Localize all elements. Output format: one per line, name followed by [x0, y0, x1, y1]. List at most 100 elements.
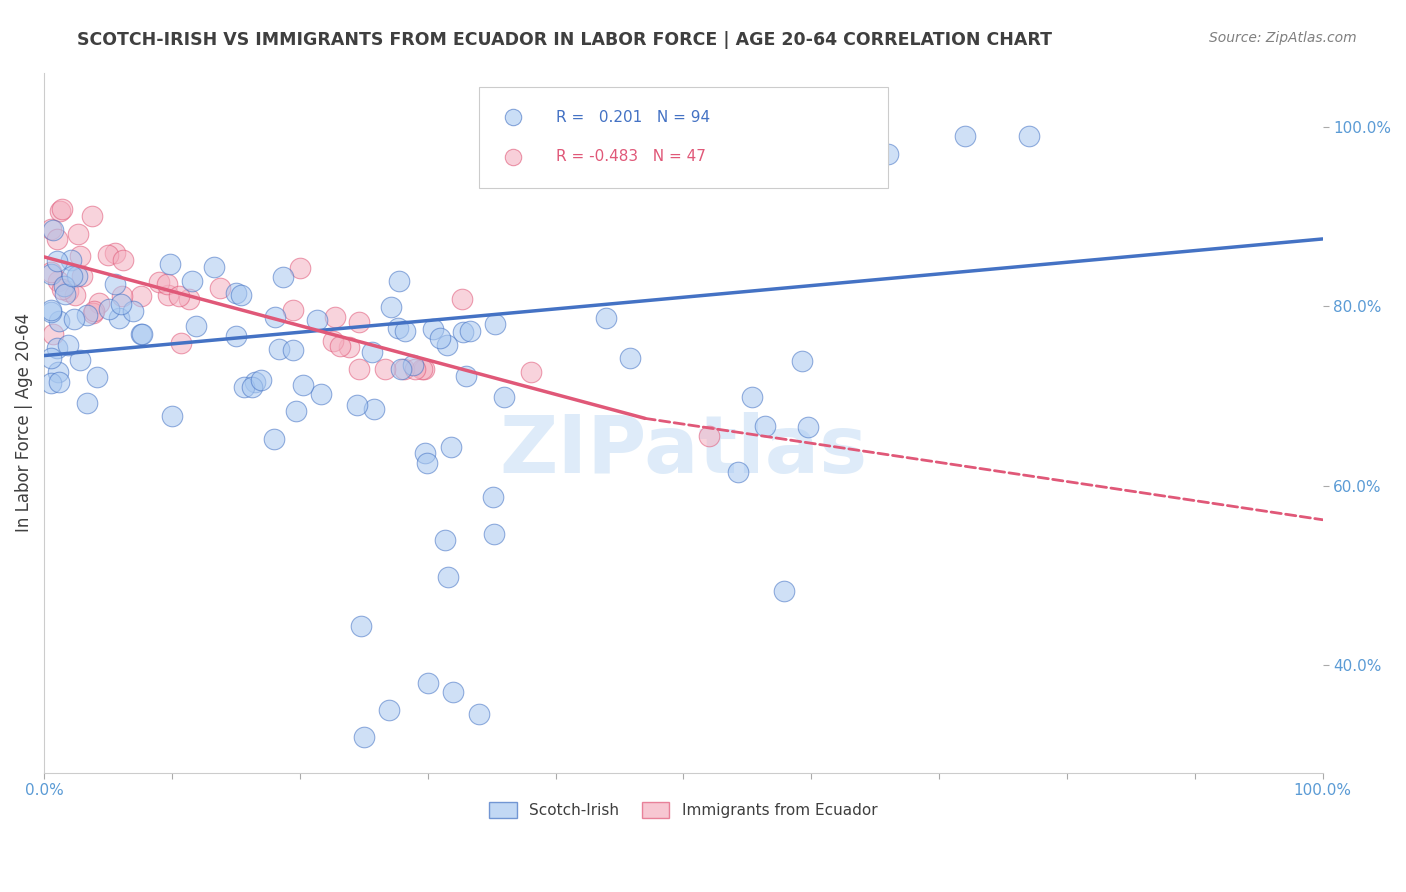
Point — [404, 362, 426, 376]
Point — [429, 331, 451, 345]
Point — [347, 362, 370, 376]
Point — [267, 342, 290, 356]
Point — [160, 409, 183, 423]
Point — [323, 310, 346, 324]
Point — [281, 303, 304, 318]
Point — [273, 270, 295, 285]
Point — [202, 260, 225, 275]
Point — [156, 288, 179, 302]
Point — [76, 396, 98, 410]
Point — [482, 490, 505, 504]
Point — [415, 457, 437, 471]
Point — [329, 338, 352, 352]
Point — [39, 305, 62, 319]
Point — [110, 297, 132, 311]
Point — [363, 402, 385, 417]
Point — [797, 419, 820, 434]
Text: SCOTCH-IRISH VS IMMIGRANTS FROM ECUADOR IN LABOR FORCE | AGE 20-64 CORRELATION C: SCOTCH-IRISH VS IMMIGRANTS FROM ECUADOR … — [77, 31, 1052, 49]
Y-axis label: In Labor Force | Age 20-64: In Labor Force | Age 20-64 — [15, 313, 32, 533]
Point — [288, 260, 311, 275]
Point — [76, 308, 98, 322]
Point — [104, 246, 127, 260]
Point — [723, 128, 745, 143]
Point — [453, 325, 475, 339]
Point — [156, 277, 179, 291]
Point — [48, 204, 70, 219]
Point — [347, 315, 370, 329]
Point — [413, 446, 436, 460]
Point — [46, 253, 69, 268]
Point — [53, 287, 76, 301]
Point — [46, 341, 69, 355]
Point — [56, 338, 79, 352]
Point — [225, 329, 247, 343]
Point — [170, 336, 193, 351]
Point — [468, 707, 491, 722]
Point — [129, 326, 152, 341]
Point — [51, 202, 73, 216]
Point — [39, 221, 62, 235]
Point — [111, 288, 134, 302]
Point — [48, 375, 70, 389]
Point — [727, 465, 749, 479]
Point — [292, 378, 315, 392]
Point — [380, 300, 402, 314]
Point — [209, 281, 232, 295]
Point — [790, 354, 813, 368]
Point — [484, 317, 506, 331]
Text: R = -0.483   N = 47: R = -0.483 N = 47 — [555, 150, 706, 164]
Point — [374, 362, 396, 376]
Point — [159, 257, 181, 271]
Point — [322, 334, 344, 348]
Point — [48, 314, 70, 328]
Point — [353, 730, 375, 744]
Point — [225, 285, 247, 300]
Point — [112, 252, 135, 267]
Point — [402, 358, 425, 372]
Point — [309, 386, 332, 401]
Point — [98, 301, 121, 316]
Point — [502, 227, 524, 242]
Point — [411, 362, 433, 376]
Point — [482, 526, 505, 541]
Point — [263, 432, 285, 446]
Point — [39, 265, 62, 279]
Point — [107, 310, 129, 325]
Point — [494, 391, 516, 405]
Point — [387, 321, 409, 335]
Point — [454, 368, 477, 383]
Point — [437, 570, 460, 584]
Point — [436, 338, 458, 352]
Point — [502, 177, 524, 191]
Point — [243, 375, 266, 389]
Point — [520, 365, 543, 379]
Text: R =   0.201   N = 94: R = 0.201 N = 94 — [555, 110, 710, 125]
Point — [754, 419, 776, 434]
Point — [451, 292, 474, 306]
Point — [250, 373, 273, 387]
Point — [46, 274, 69, 288]
Point — [53, 279, 76, 293]
Point — [877, 146, 900, 161]
Point — [41, 376, 63, 391]
Point — [122, 304, 145, 318]
Text: ZIPatlas: ZIPatlas — [499, 412, 868, 490]
Point — [233, 380, 256, 394]
Point — [672, 128, 695, 143]
Text: Source: ZipAtlas.com: Source: ZipAtlas.com — [1209, 31, 1357, 45]
Point — [741, 390, 763, 404]
Point — [60, 253, 83, 268]
Point — [1018, 128, 1040, 143]
Point — [360, 345, 382, 359]
Point — [181, 275, 204, 289]
Point — [595, 311, 617, 326]
Point — [97, 248, 120, 262]
Point — [350, 619, 373, 633]
Point — [131, 327, 153, 342]
Point — [388, 275, 411, 289]
Point — [51, 282, 73, 296]
Point — [441, 685, 464, 699]
Point — [413, 362, 436, 376]
Point — [284, 404, 307, 418]
Point — [56, 284, 79, 298]
